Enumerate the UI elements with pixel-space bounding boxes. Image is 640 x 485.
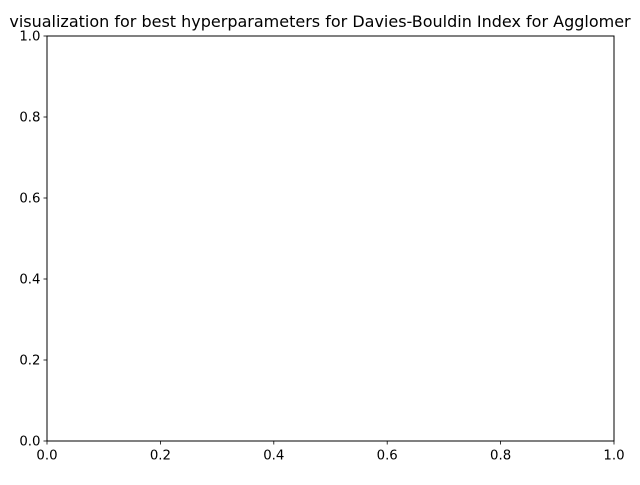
y-tick-label: 1.0 bbox=[19, 30, 40, 45]
y-axis: 0.0 0.2 0.4 0.6 0.8 1.0 bbox=[19, 30, 47, 450]
y-tick-label: 0.6 bbox=[19, 192, 40, 207]
x-tick-label: 1.0 bbox=[603, 449, 624, 464]
plot-area bbox=[47, 36, 614, 441]
y-tick-label: 0.2 bbox=[19, 354, 40, 369]
x-tick-label: 0.0 bbox=[36, 449, 57, 464]
y-tick-label: 0.4 bbox=[19, 273, 40, 288]
y-tick-label: 0.8 bbox=[19, 111, 40, 126]
x-tick-label: 0.8 bbox=[490, 449, 511, 464]
axes: 0.0 0.2 0.4 0.6 0.8 1.0 0.0 0.2 0.4 0.6 0.8 1.0 bbox=[19, 30, 624, 464]
x-tick-label: 0.6 bbox=[377, 449, 398, 464]
x-axis: 0.0 0.2 0.4 0.6 0.8 1.0 bbox=[36, 441, 625, 464]
y-tick-label: 0.0 bbox=[19, 435, 40, 450]
x-tick-label: 0.4 bbox=[263, 449, 284, 464]
x-tick-label: 0.2 bbox=[150, 449, 171, 464]
axes-frame bbox=[46, 35, 615, 442]
chart-title: visualization for best hyperparameters f… bbox=[9, 12, 631, 31]
